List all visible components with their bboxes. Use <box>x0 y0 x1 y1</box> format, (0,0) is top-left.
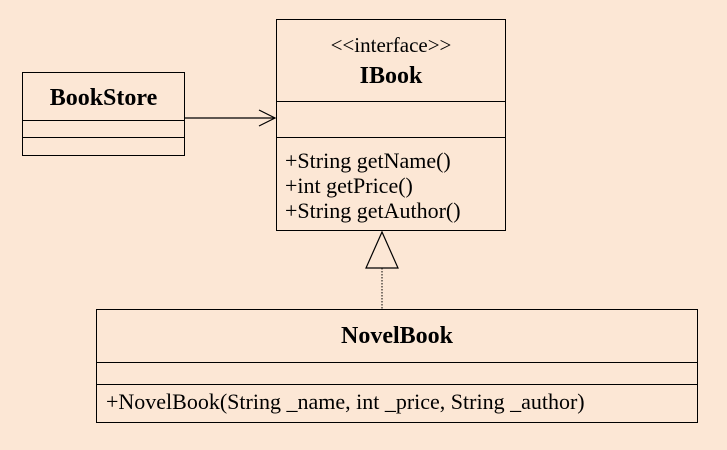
attributes-compartment <box>277 102 505 138</box>
class-name: NovelBook <box>340 323 453 349</box>
class-name-compartment: <<interface>> IBook <box>277 20 505 102</box>
interface-ibook[interactable]: <<interface>> IBook +String getName() +i… <box>276 19 506 231</box>
class-bookstore[interactable]: BookStore <box>22 72 185 156</box>
attributes-compartment <box>97 363 697 385</box>
class-name: IBook <box>359 63 423 89</box>
class-name: BookStore <box>49 85 158 111</box>
class-name-compartment: NovelBook <box>97 310 697 363</box>
operation-item: +String getAuthor() <box>285 198 461 223</box>
class-name-compartment: BookStore <box>23 73 184 121</box>
class-novelbook[interactable]: NovelBook +NovelBook(String _name, int _… <box>96 309 698 423</box>
operation-item: +int getPrice() <box>285 173 413 198</box>
operations-compartment <box>23 138 184 155</box>
association-arrowhead <box>258 109 277 127</box>
association-bookstore-ibook <box>185 109 277 127</box>
operations-compartment: +NovelBook(String _name, int _price, Str… <box>97 385 697 422</box>
attributes-compartment <box>23 121 184 138</box>
realization-triangle-head <box>365 230 399 269</box>
operation-item: +String getName() <box>285 148 451 173</box>
stereotype-label: <<interface>> <box>330 33 452 57</box>
operation-item: +NovelBook(String _name, int _price, Str… <box>106 389 585 414</box>
realization-novelbook-ibook <box>365 230 399 309</box>
operations-compartment: +String getName() +int getPrice() +Strin… <box>277 138 505 230</box>
